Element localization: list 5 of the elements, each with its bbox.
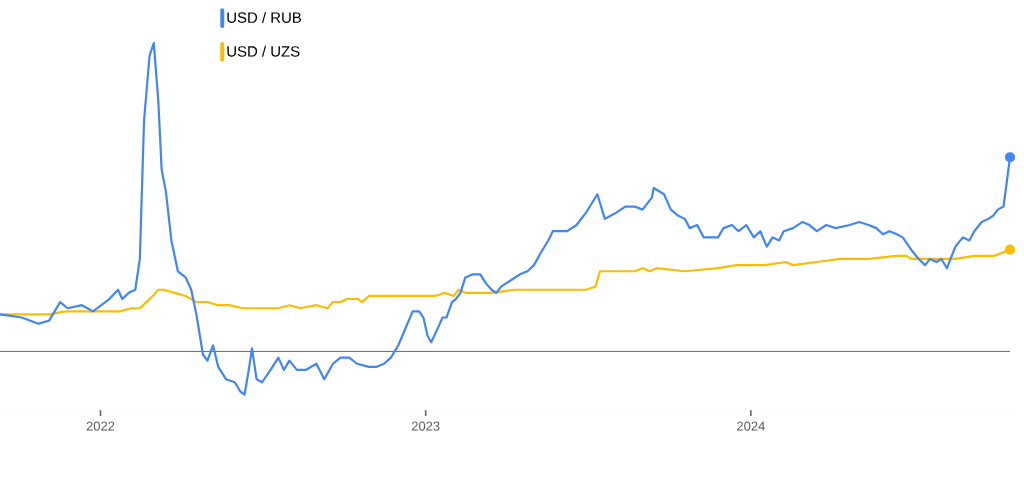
legend-label: USD / UZS — [227, 45, 300, 57]
legend-label: USD / RUB — [227, 11, 302, 23]
x-tick-label: 2022 — [86, 421, 115, 431]
x-tick-label: 2023 — [411, 421, 440, 431]
x-tick-label: 2024 — [737, 421, 765, 431]
